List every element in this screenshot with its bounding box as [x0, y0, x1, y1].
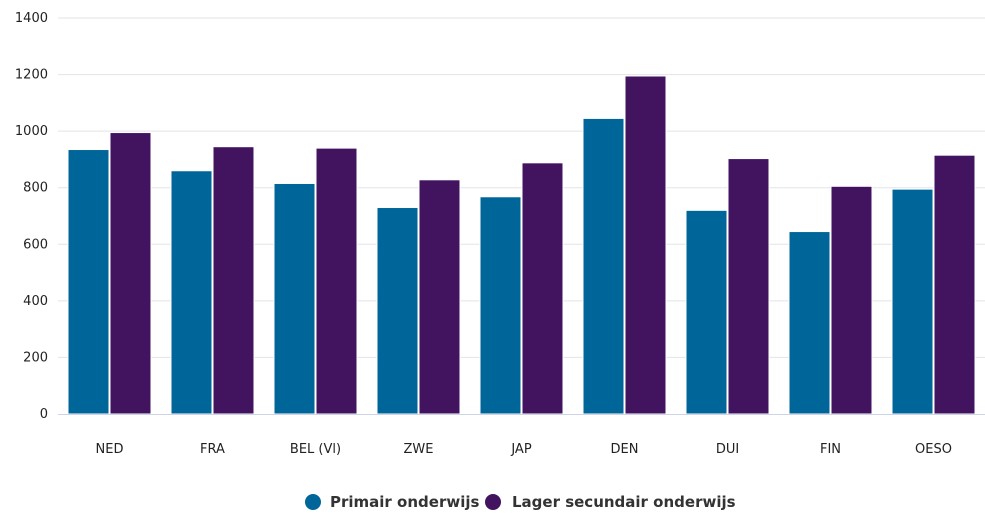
bar-bel-vl--series-2	[315, 147, 358, 415]
y-tick-label: 1200	[15, 68, 48, 83]
bar-fra-series-2	[212, 146, 255, 415]
bar-ned-series-1	[67, 149, 110, 415]
x-tick-label: NED	[96, 442, 124, 457]
bar-jap-series-2	[521, 162, 564, 415]
x-tick-label: FIN	[820, 442, 841, 457]
x-tick-label: JAP	[510, 442, 531, 457]
y-tick-label: 1000	[15, 124, 48, 139]
x-tick-label: OESO	[915, 442, 952, 457]
x-tick-label: FRA	[200, 442, 225, 457]
legend-marker-series-2[interactable]	[485, 494, 501, 510]
x-tick-label: DEN	[611, 442, 639, 457]
bar-ned-series-2	[109, 132, 152, 415]
y-tick-label: 200	[23, 350, 48, 365]
bar-zwe-series-2	[418, 179, 461, 415]
bar-fin-series-1	[788, 231, 831, 415]
y-tick-label: 800	[23, 181, 48, 196]
bar-fin-series-2	[830, 185, 873, 415]
x-tick-label: BEL (Vl)	[290, 442, 341, 457]
bar-den-series-2	[624, 75, 667, 415]
bar-den-series-1	[582, 117, 625, 415]
bar-oeso-series-2	[933, 154, 976, 415]
x-tick-label: DUI	[716, 442, 739, 457]
bars	[67, 75, 976, 415]
y-tick-label: 1400	[15, 11, 48, 26]
bar-bel-vl--series-1	[273, 182, 316, 415]
legend: Primair onderwijs Lager secundair onderwi…	[305, 493, 736, 511]
bar-dui-series-1	[685, 209, 728, 415]
legend-label-series-1[interactable]: Primair onderwijs	[330, 493, 479, 511]
y-tick-label: 600	[23, 237, 48, 252]
bar-dui-series-2	[727, 158, 770, 415]
y-tick-label: 400	[23, 294, 48, 309]
x-axis-tick-labels: NED FRA BEL (Vl) ZWE JAP DEN DUI FIN OESO	[96, 442, 952, 457]
y-tick-label: 0	[40, 407, 48, 422]
bar-oeso-series-1	[891, 188, 934, 415]
bar-zwe-series-1	[376, 207, 419, 415]
y-axis-tick-labels: 0 200 400 600 800 1000 1200 1400	[15, 11, 48, 422]
bar-fra-series-1	[170, 170, 213, 415]
legend-label-series-2[interactable]: Lager secundair onderwijs	[512, 493, 736, 511]
bar-jap-series-1	[479, 196, 522, 415]
x-tick-label: ZWE	[404, 442, 434, 457]
legend-marker-series-1[interactable]	[305, 494, 321, 510]
